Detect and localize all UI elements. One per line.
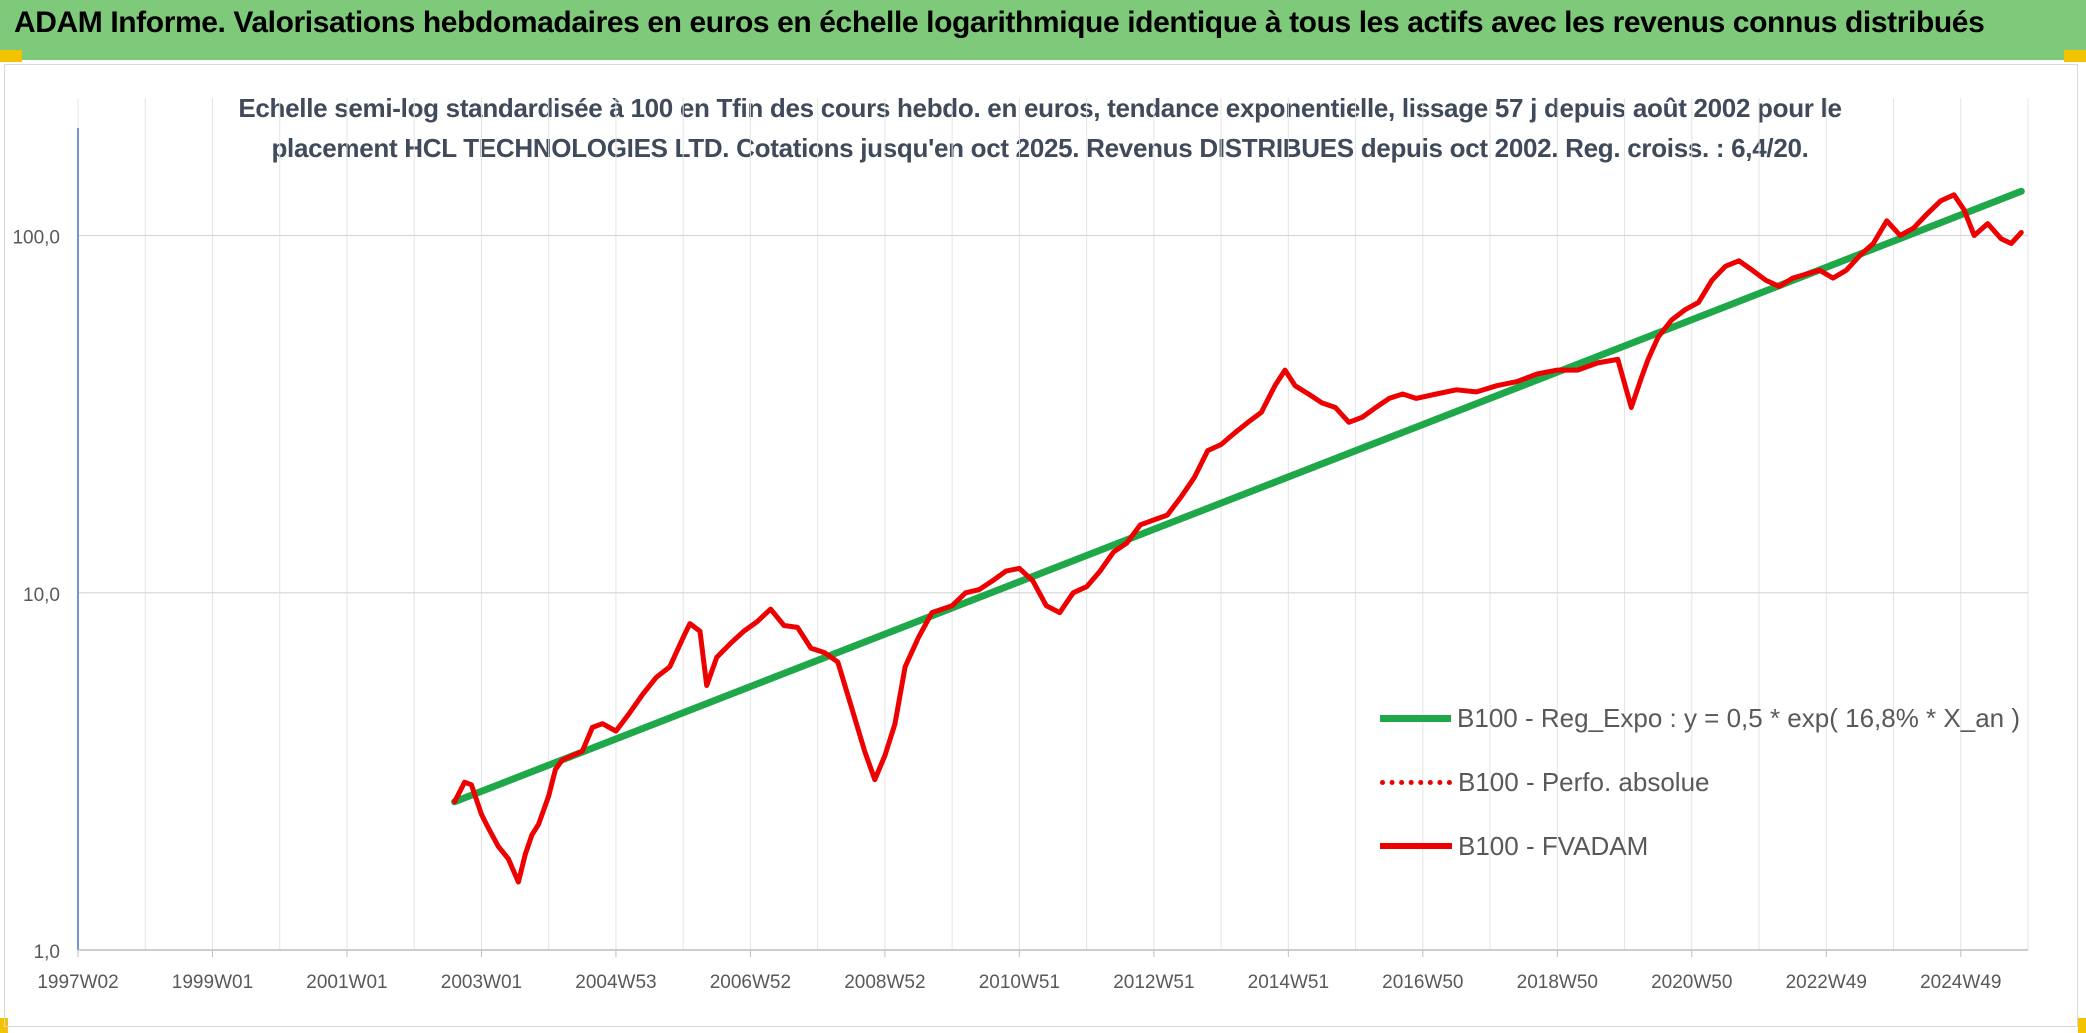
trend-line (451, 187, 2025, 806)
legend-item-fvadam: B100 - FVADAM (1380, 814, 2020, 878)
chart-title-line-1: Echelle semi-log standardisée à 100 en T… (238, 93, 1842, 123)
legend-swatch-perfo (1380, 779, 1452, 785)
x-tick-label: 1999W01 (172, 972, 253, 993)
x-tick-label: 1997W02 (37, 972, 118, 993)
x-tick-label: 2008W52 (844, 972, 925, 993)
x-tick-label: 2022W49 (1786, 972, 1867, 993)
x-tick-label: 2024W49 (1920, 972, 2001, 993)
corner-marker (2064, 50, 2086, 62)
legend-label-trend: B100 - Reg_Expo : y = 0,5 * exp( 16,8% *… (1457, 702, 2020, 733)
y-tick-label: 10,0 (23, 585, 60, 606)
legend-item-trend: B100 - Reg_Expo : y = 0,5 * exp( 16,8% *… (1380, 686, 2020, 750)
report-title: ADAM Informe. Valorisations hebdomadaire… (14, 6, 1985, 39)
legend-swatch-fvadam (1380, 843, 1452, 849)
x-tick-label: 2004W53 (575, 972, 656, 993)
legend-swatch-trend (1380, 714, 1452, 722)
header-bar: ADAM Informe. Valorisations hebdomadaire… (0, 0, 2086, 60)
x-tick-label: 2006W52 (710, 972, 791, 993)
x-tick-label: 2016W50 (1382, 972, 1463, 993)
x-tick-label: 2020W50 (1651, 972, 1732, 993)
x-tick-label: 2012W51 (1113, 972, 1194, 993)
chart-title-line-2: placement HCL TECHNOLOGIES LTD. Cotation… (271, 133, 1809, 163)
legend-item-perfo: B100 - Perfo. absolue (1380, 750, 2020, 814)
y-tick-label: 1,0 (34, 942, 60, 963)
legend-label-fvadam: B100 - FVADAM (1458, 830, 1649, 861)
x-tick-label: 2010W51 (979, 972, 1060, 993)
chart-frame (4, 64, 2078, 1027)
x-tick-label: 2018W50 (1517, 972, 1598, 993)
legend: B100 - Reg_Expo : y = 0,5 * exp( 16,8% *… (1380, 686, 2020, 878)
legend-label-perfo: B100 - Perfo. absolue (1458, 766, 1710, 797)
corner-marker (2078, 1018, 2086, 1033)
corner-marker (0, 50, 22, 62)
chart-title: Echelle semi-log standardisée à 100 en T… (200, 88, 1880, 168)
series (451, 187, 2025, 885)
x-tick-label: 2001W01 (306, 972, 387, 993)
x-tick-label: 2014W51 (1248, 972, 1329, 993)
fvadam-line (452, 192, 2024, 885)
axes: 1,0 10,0 100,0 1997W02 1999W01 2001W01 2003W01… (12, 128, 2028, 993)
x-tick-label: 2003W01 (441, 972, 522, 993)
y-tick-label: 100,0 (12, 228, 60, 249)
